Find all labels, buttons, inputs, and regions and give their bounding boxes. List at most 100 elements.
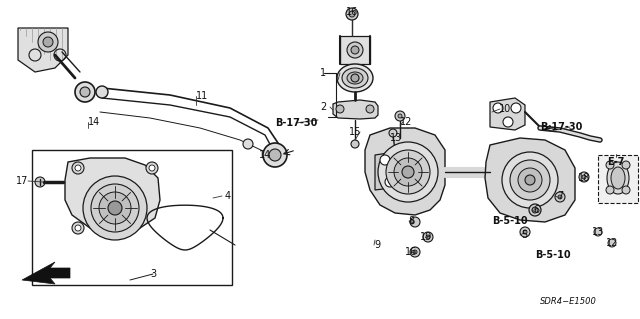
Text: 16: 16 — [346, 7, 358, 17]
Text: B-5-10: B-5-10 — [535, 250, 571, 260]
Text: FR.: FR. — [43, 268, 61, 278]
Text: 16: 16 — [405, 247, 417, 257]
Circle shape — [385, 177, 395, 187]
Circle shape — [351, 46, 359, 54]
Circle shape — [520, 227, 530, 237]
Circle shape — [346, 8, 358, 20]
Circle shape — [606, 186, 614, 194]
Circle shape — [83, 176, 147, 240]
Polygon shape — [375, 152, 415, 190]
Text: 18: 18 — [578, 173, 590, 183]
Circle shape — [503, 117, 513, 127]
Polygon shape — [22, 262, 70, 284]
Circle shape — [380, 155, 390, 165]
Bar — [340, 36, 370, 64]
Circle shape — [410, 220, 414, 224]
Circle shape — [608, 239, 616, 247]
Circle shape — [243, 139, 253, 149]
Circle shape — [91, 184, 139, 232]
Circle shape — [510, 160, 550, 200]
Circle shape — [410, 247, 420, 257]
Circle shape — [146, 162, 158, 174]
Text: 1: 1 — [320, 68, 326, 78]
Circle shape — [75, 165, 81, 171]
Circle shape — [594, 228, 602, 236]
Circle shape — [263, 143, 287, 167]
Circle shape — [378, 142, 438, 202]
Text: 9: 9 — [374, 240, 380, 250]
Text: 6: 6 — [533, 205, 539, 215]
Circle shape — [579, 172, 589, 182]
Circle shape — [80, 87, 90, 97]
Circle shape — [351, 140, 359, 148]
Circle shape — [43, 37, 53, 47]
Circle shape — [72, 162, 84, 174]
Circle shape — [351, 74, 359, 82]
Circle shape — [395, 111, 405, 121]
Circle shape — [523, 230, 527, 234]
Circle shape — [149, 165, 155, 171]
Circle shape — [518, 168, 542, 192]
Circle shape — [511, 103, 521, 113]
Circle shape — [410, 217, 420, 227]
Polygon shape — [490, 98, 525, 130]
Circle shape — [426, 235, 430, 239]
Polygon shape — [65, 158, 160, 232]
Text: B-17-30: B-17-30 — [540, 122, 582, 132]
Circle shape — [96, 86, 108, 98]
Circle shape — [413, 250, 417, 254]
Circle shape — [99, 192, 131, 224]
Circle shape — [72, 222, 84, 234]
Text: 13: 13 — [592, 227, 604, 237]
Text: 10: 10 — [499, 104, 511, 114]
Circle shape — [532, 207, 538, 213]
Circle shape — [398, 114, 402, 118]
Circle shape — [502, 152, 558, 208]
Circle shape — [394, 158, 422, 186]
Text: 13: 13 — [390, 133, 402, 143]
Text: 3: 3 — [150, 269, 156, 279]
Ellipse shape — [611, 167, 625, 189]
Text: E-7: E-7 — [607, 157, 625, 167]
Circle shape — [38, 32, 58, 52]
Text: 14: 14 — [259, 150, 271, 160]
Circle shape — [493, 103, 503, 113]
Circle shape — [402, 166, 414, 178]
Circle shape — [347, 42, 363, 58]
Text: 8: 8 — [408, 216, 414, 226]
Text: B-5-10: B-5-10 — [492, 216, 528, 226]
Ellipse shape — [347, 72, 363, 84]
Bar — [598, 155, 638, 203]
Circle shape — [386, 150, 430, 194]
Circle shape — [75, 225, 81, 231]
Ellipse shape — [342, 68, 368, 88]
Circle shape — [75, 82, 95, 102]
Ellipse shape — [337, 64, 373, 92]
Text: 2: 2 — [320, 102, 326, 112]
Circle shape — [108, 201, 122, 215]
Text: 12: 12 — [606, 238, 618, 248]
Circle shape — [336, 105, 344, 113]
Circle shape — [606, 161, 614, 169]
Circle shape — [366, 105, 374, 113]
Polygon shape — [485, 138, 575, 222]
Text: 14: 14 — [88, 117, 100, 127]
Bar — [32, 150, 232, 285]
Polygon shape — [18, 28, 68, 72]
Circle shape — [582, 175, 586, 179]
Text: B-17-30: B-17-30 — [275, 118, 317, 128]
Text: 15: 15 — [349, 127, 361, 137]
Text: 4: 4 — [225, 191, 231, 201]
Text: 11: 11 — [196, 91, 208, 101]
Circle shape — [525, 175, 535, 185]
Text: 17: 17 — [16, 176, 28, 186]
Text: SDR4−E1500: SDR4−E1500 — [540, 298, 596, 307]
Circle shape — [423, 232, 433, 242]
Circle shape — [269, 149, 281, 161]
Circle shape — [35, 177, 45, 187]
Text: 7: 7 — [557, 191, 563, 201]
Circle shape — [622, 186, 630, 194]
Polygon shape — [365, 128, 445, 215]
Polygon shape — [333, 100, 378, 119]
Ellipse shape — [607, 162, 629, 194]
